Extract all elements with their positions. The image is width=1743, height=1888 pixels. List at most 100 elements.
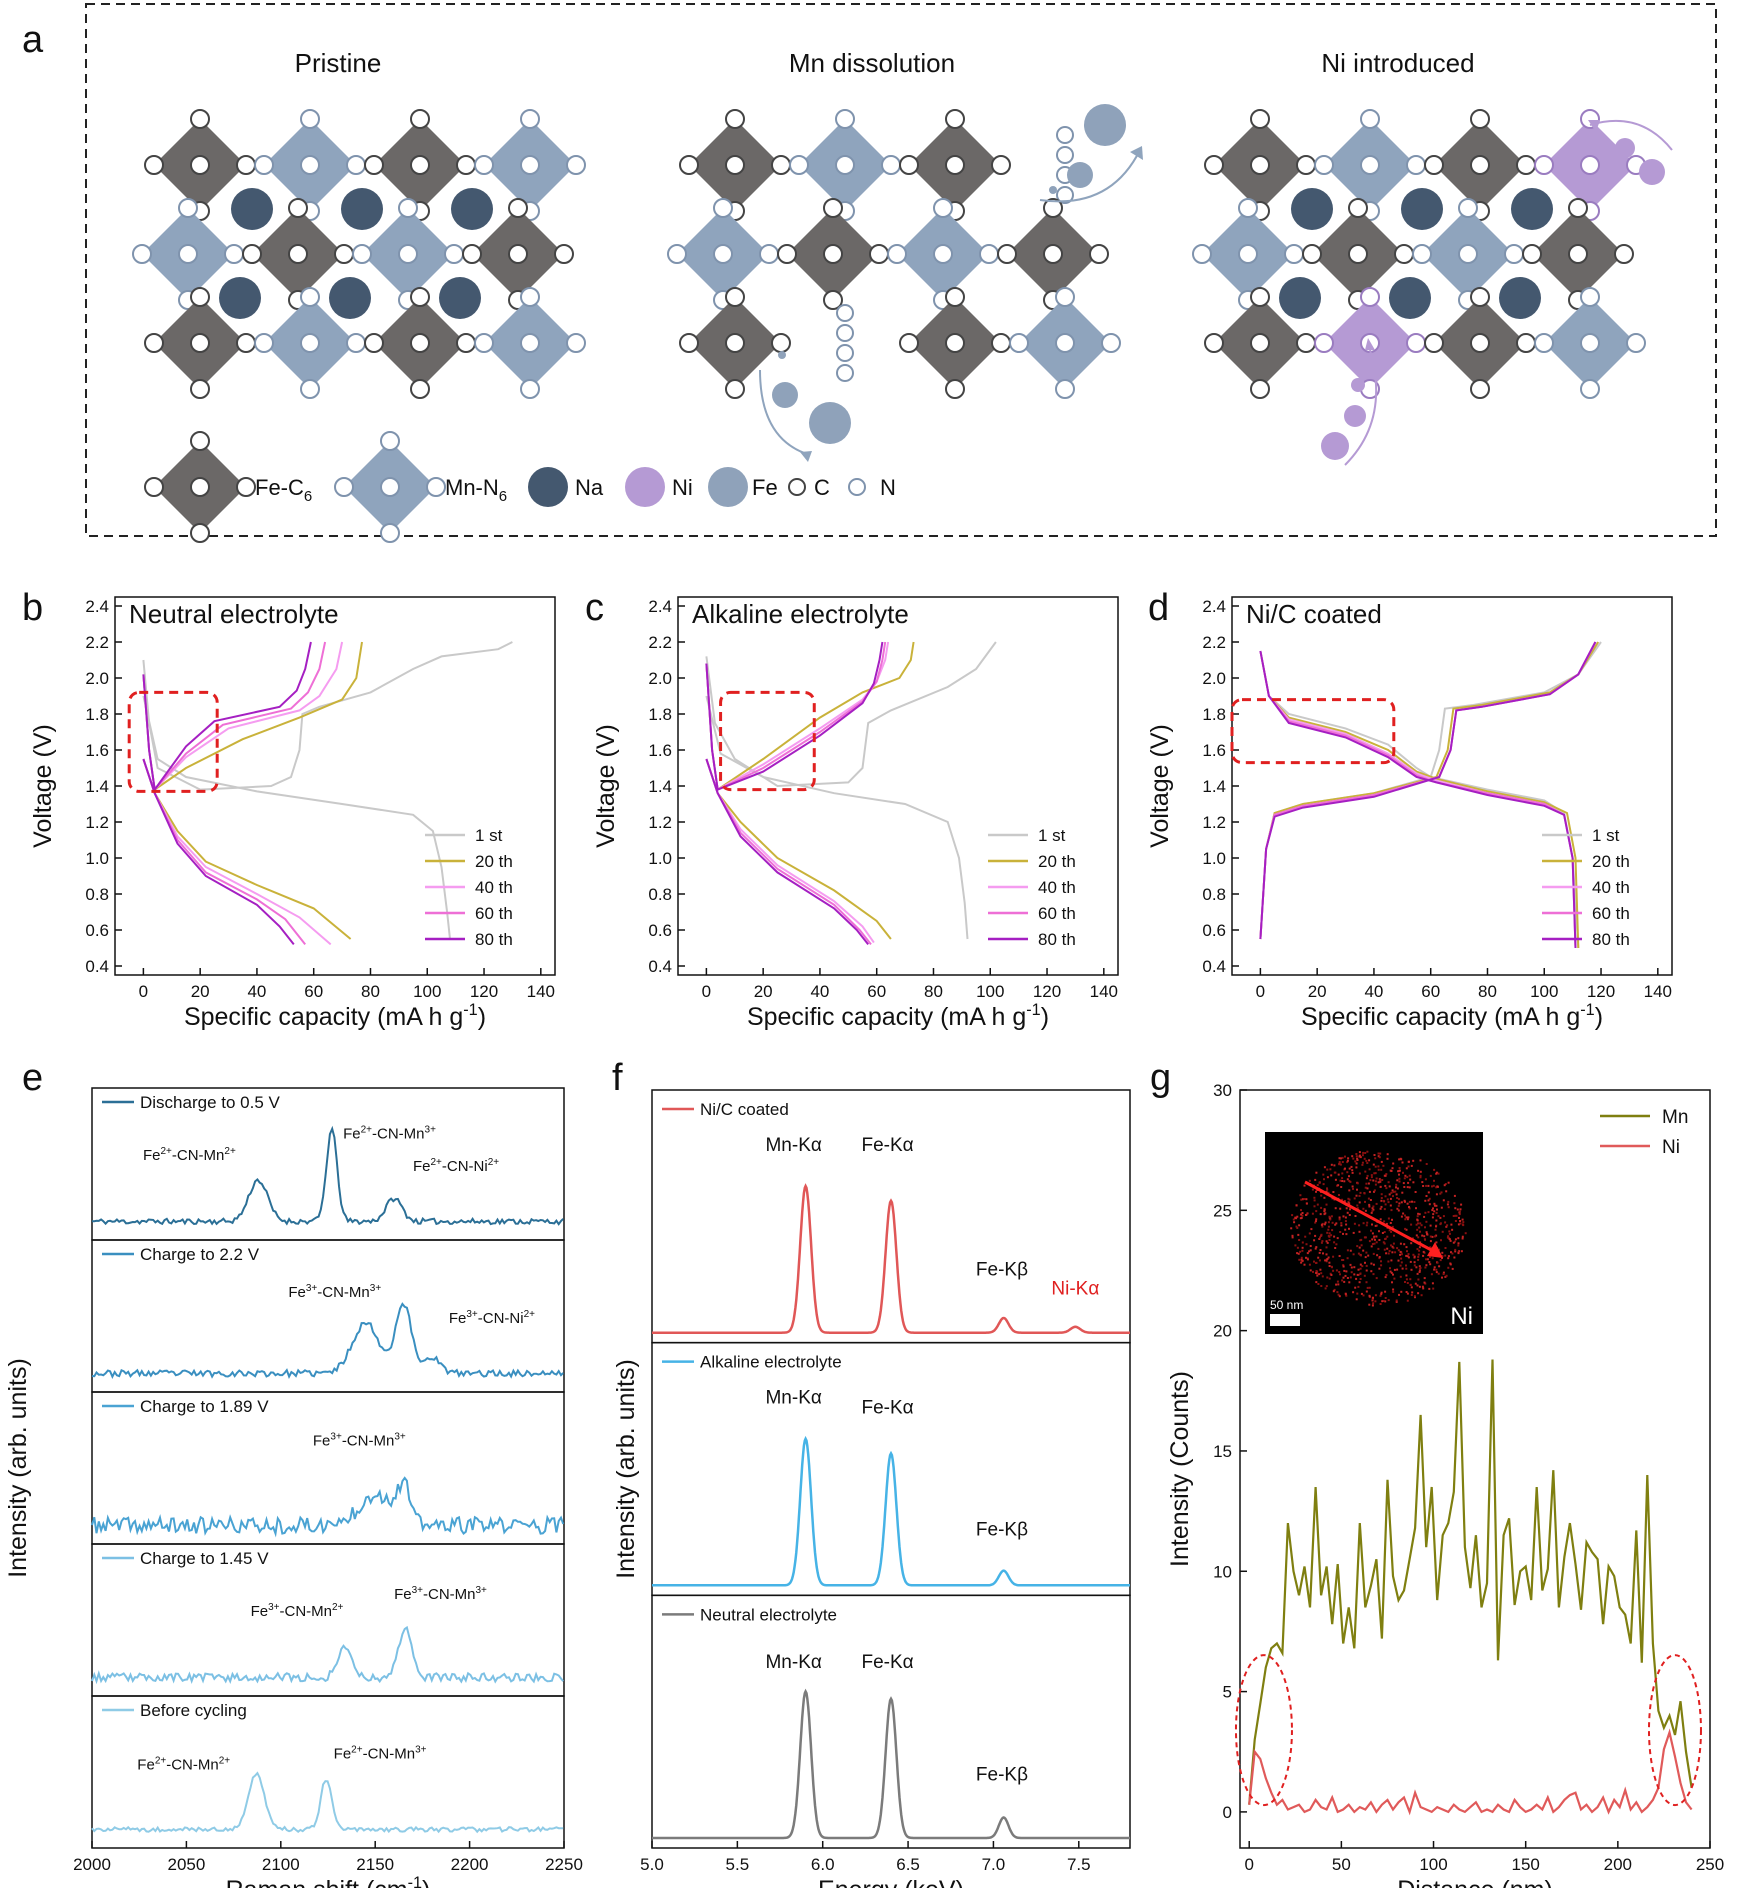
ni-signal-pixel xyxy=(1383,1208,1386,1211)
series-line-1st-charge xyxy=(1259,641,1602,940)
ni-signal-pixel xyxy=(1360,1238,1363,1241)
series-line-40th-charge xyxy=(705,641,890,792)
ni-signal-pixel xyxy=(1442,1215,1445,1218)
mn-n6-octahedron-center xyxy=(1238,244,1258,264)
ni-signal-pixel xyxy=(1454,1238,1457,1241)
ni-signal-pixel xyxy=(1370,1174,1373,1177)
fe-atom xyxy=(1084,104,1126,146)
fe-c6-octahedron-vertex xyxy=(288,198,308,218)
ni-signal-pixel xyxy=(1355,1277,1358,1280)
ni-signal-pixel xyxy=(1392,1246,1395,1249)
ni-signal-pixel xyxy=(1416,1219,1419,1222)
ni-signal-pixel xyxy=(1406,1255,1409,1258)
ni-signal-pixel xyxy=(1457,1242,1460,1245)
ni-signal-pixel xyxy=(1374,1172,1377,1175)
ni-signal-pixel xyxy=(1318,1251,1321,1254)
ni-signal-pixel xyxy=(1405,1267,1408,1270)
peak-annotation: Fe3+-CN-Ni2+ xyxy=(449,1309,535,1327)
ni-signal-pixel xyxy=(1433,1204,1436,1207)
ni-signal-pixel xyxy=(1373,1235,1376,1238)
peak-annotation-sup: 2+ xyxy=(524,1309,536,1320)
plot-frame xyxy=(1239,1089,1711,1849)
ni-signal-pixel xyxy=(1413,1295,1416,1298)
fe-c6-octahedron-vertex xyxy=(1043,198,1063,218)
fe-c6-octahedron xyxy=(1424,287,1536,399)
ni-signal-pixel xyxy=(1397,1249,1400,1252)
ni-signal-pixel xyxy=(1405,1246,1408,1249)
mn-n6-octahedron-vertex xyxy=(1626,333,1646,353)
mn-n6-octahedron xyxy=(1009,287,1121,399)
ni-signal-pixel xyxy=(1404,1227,1407,1230)
ni-signal-pixel xyxy=(1435,1241,1438,1244)
ni-signal-pixel xyxy=(1416,1272,1419,1275)
peak-annotation: Mn-Kα xyxy=(765,1652,821,1673)
ni-signal-pixel xyxy=(1336,1280,1339,1283)
legend-na: Na xyxy=(575,475,604,500)
ni-signal-pixel xyxy=(1350,1266,1353,1269)
ni-signal-pixel xyxy=(1433,1202,1436,1205)
ni-signal-pixel xyxy=(1315,1218,1318,1221)
ni-signal-pixel xyxy=(1405,1291,1408,1293)
ni-signal-pixel xyxy=(1346,1178,1349,1181)
ni-signal-pixel xyxy=(1427,1211,1430,1214)
ni-signal-pixel xyxy=(1458,1250,1461,1253)
ni-signal-pixel xyxy=(1365,1182,1368,1185)
series-line-60th-discharge xyxy=(142,758,306,946)
fe-c6-octahedron xyxy=(144,287,256,399)
ni-signal-pixel xyxy=(1438,1265,1441,1268)
ni-signal-pixel xyxy=(1343,1269,1346,1272)
mn-n6-octahedron-vertex xyxy=(1055,287,1075,307)
x-tick-label: 20 xyxy=(754,982,773,1001)
x-tick-label: 100 xyxy=(413,982,441,1001)
y-tick-label: 1.6 xyxy=(648,741,672,760)
ni-signal-pixel xyxy=(1344,1155,1346,1158)
ni-signal-pixel xyxy=(1417,1222,1419,1225)
peak-annotation-sup: 2+ xyxy=(430,1157,442,1168)
fe-c6-octahedron-vertex xyxy=(508,198,528,218)
y-axis-label: Intensity (arb. units) xyxy=(4,1358,32,1578)
ni-signal-pixel xyxy=(1326,1258,1329,1260)
ni-signal-pixel xyxy=(1339,1179,1342,1182)
ni-signal-pixel xyxy=(1319,1268,1322,1271)
spectrum-name: Before cycling xyxy=(140,1701,247,1720)
ni-signal-pixel xyxy=(1433,1210,1436,1213)
ni-signal-pixel xyxy=(1424,1266,1427,1269)
n-atom xyxy=(836,344,854,362)
ni-signal-pixel xyxy=(1456,1208,1459,1211)
ni-signal-pixel xyxy=(1374,1300,1377,1303)
ni-signal-pixel xyxy=(1366,1162,1369,1164)
ni-signal-pixel xyxy=(1401,1191,1404,1194)
ni-signal-pixel xyxy=(1454,1220,1457,1222)
ni-signal-pixel xyxy=(1317,1256,1320,1259)
ni-signal-pixel xyxy=(1316,1184,1319,1186)
x-tick-label: 60 xyxy=(1421,982,1440,1001)
ni-signal-pixel xyxy=(1305,1214,1307,1216)
ni-atom-icon xyxy=(625,467,665,507)
y-tick-label: 5 xyxy=(1223,1683,1232,1702)
fe-c6-octahedron xyxy=(777,198,889,310)
series-line-80th-discharge xyxy=(142,758,295,946)
ni-signal-pixel xyxy=(1380,1160,1383,1163)
ni-signal-pixel xyxy=(1343,1280,1346,1283)
ni-signal-pixel xyxy=(1328,1235,1331,1238)
ni-signal-pixel xyxy=(1391,1245,1394,1248)
fe-c6-octahedron xyxy=(1522,198,1634,310)
fe-c6-octahedron-vertex xyxy=(1089,244,1109,264)
ni-signal-pixel xyxy=(1419,1266,1422,1269)
ni-signal-pixel xyxy=(1384,1184,1387,1187)
ni-signal-pixel xyxy=(1423,1238,1426,1241)
peak-annotation-sup: 2+ xyxy=(361,1125,373,1136)
mn-n6-octahedron-vertex xyxy=(1580,379,1600,399)
ni-signal-pixel xyxy=(1386,1198,1389,1201)
panel-letter-f: f xyxy=(612,1057,623,1099)
ni-signal-pixel xyxy=(1405,1278,1408,1281)
ni-signal-pixel xyxy=(1377,1168,1380,1171)
ni-signal-pixel xyxy=(1372,1179,1375,1182)
ni-signal-pixel xyxy=(1396,1207,1399,1210)
n-atom xyxy=(836,304,854,322)
ni-signal-pixel xyxy=(1452,1215,1455,1217)
mn-n6-octahedron xyxy=(1314,109,1426,221)
peak-annotation: Fe3+-CN-Mn3+ xyxy=(313,1431,406,1449)
ni-signal-pixel xyxy=(1398,1169,1401,1172)
ni-signal-pixel xyxy=(1429,1246,1432,1249)
